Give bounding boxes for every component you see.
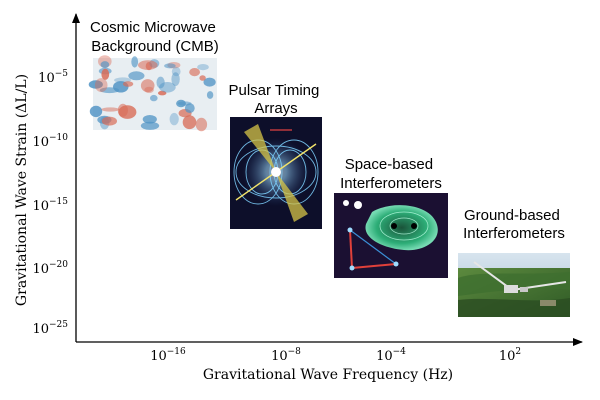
cmb-fluctuation-blob [184,103,195,113]
cmb-fluctuation-blob [164,63,176,69]
cmb-fluctuation-blob [101,107,120,112]
space-label: Space-based Interferometers [340,156,442,192]
cmb-fluctuation-blob [195,117,208,132]
ground-label: Ground-based Interferometers [463,207,565,242]
cmb-fluctuation-blob [101,68,110,80]
cmb-fluctuation-blob [158,90,167,96]
cmb-fluctuation-blob [159,82,176,93]
cmb-fluctuation-blob [131,56,139,68]
cmb-fluctuation-blob [142,115,157,124]
y-tick-label: 10−15 [32,197,68,214]
x-tick-label: 10−8 [271,347,301,364]
cmb-fluctuation-blob [197,64,209,71]
cmb-source: Cosmic Microwave Background (CMB) [88,19,220,132]
cmb-fluctuation-blob [101,116,117,126]
cmb-fluctuation-blob [138,60,158,70]
pulsar-image [230,117,322,229]
x-tick-labels: 10−16 10−8 10−4 102 [150,347,521,364]
ground-source: Ground-based Interferometers [458,207,570,317]
cmb-fluctuation-blob [140,121,160,130]
y-tick-label: 10−10 [32,133,68,150]
cmb-fluctuation-blob [117,103,128,117]
cmb-fluctuation-blob [94,78,108,93]
cmb-fluctuation-blob [128,71,145,81]
space-source: Space-based Interferometers [334,156,448,278]
cmb-fluctuation-blob [171,66,181,77]
cmb-fluctuation-blob [100,61,110,69]
cmb-fluctuation-blob [199,75,206,81]
cmb-fluctuation-blob [206,91,214,99]
pulsar-source: Pulsar Timing Arrays [228,82,323,229]
space-image [334,193,448,278]
y-tick-label: 10−5 [38,69,68,86]
cmb-fluctuation-blob [150,94,158,102]
cmb-fluctuation-blob [203,77,216,87]
cmb-fluctuation-blob [169,112,179,126]
x-tick-label: 102 [499,347,521,364]
cmb-fluctuation-blob [88,80,103,89]
cmb-fluctuation-blob [176,99,186,108]
cmb-fluctuation-blob [189,68,201,77]
x-axis-label: Gravitational Wave Frequency (Hz) [203,367,453,383]
y-tick-label: 10−20 [32,260,68,277]
y-tick-labels: 10−5 10−10 10−15 10−20 10−25 [32,69,68,337]
cmb-fluctuation-blob [122,81,134,87]
cmb-fluctuation-blob [140,79,155,93]
cmb-fluctuation-blob [156,76,165,89]
y-axis-label: Gravitational Wave Strain (ΔL/L) [14,74,30,306]
pulsar-label: Pulsar Timing Arrays [228,82,323,117]
y-tick-label: 10−25 [32,320,68,337]
x-tick-label: 10−4 [376,347,406,364]
cmb-fluctuation-blob [182,115,197,130]
cmb-fluctuation-blob [171,72,180,86]
x-tick-label: 10−16 [150,347,186,364]
cmb-fluctuation-blob [89,105,103,118]
cmb-label: Cosmic Microwave Background (CMB) [90,19,220,55]
ground-observatory-image [458,253,570,317]
cmb-map-image [88,55,217,132]
